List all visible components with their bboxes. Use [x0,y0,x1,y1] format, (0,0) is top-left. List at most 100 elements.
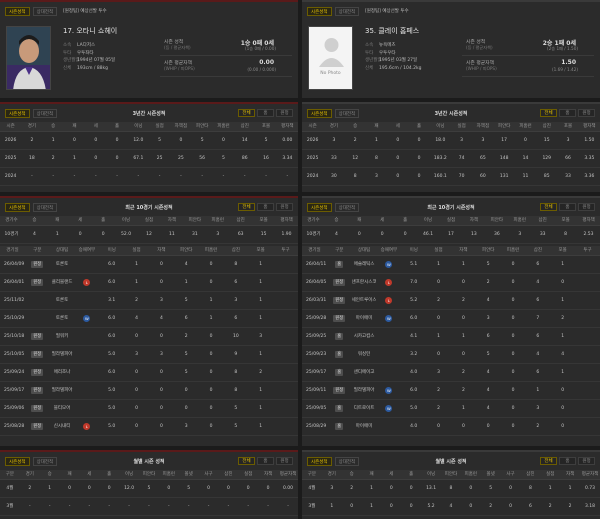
tab-opponent-stats[interactable]: 상대전적 [334,457,360,466]
filter-all[interactable]: 전체 [540,203,557,211]
table-cell [273,309,298,328]
game-row[interactable]: 25/09/24 원정 애리조나 6.0 0 0 5 0 8 2 [0,363,298,382]
column-header: 투구 [575,246,600,256]
table-cell: 4 [148,309,174,328]
filter-away[interactable]: 원정 [578,109,595,117]
table-cell: 5 [212,149,235,168]
game-row[interactable]: 25/10/05 원정 필라델피아 5.0 3 3 5 0 9 1 [0,345,298,364]
monthly-stats-card: 시즌성적 상대전적 월별 시즌 성적 전체 홈 원정 구분 경기 승 패 세 홀 이닝 피안타 피홈런… [0,450,298,519]
filter-all[interactable]: 전체 [238,457,255,465]
filter-away[interactable]: 원정 [276,109,293,117]
tab-opponent-stats[interactable]: 상대전적 [32,457,58,466]
column-header: 피안타 [493,122,515,132]
table-cell: 2 [124,291,149,310]
tab-opponent-stats[interactable]: 상대전적 [334,7,360,16]
decision-cell: W [74,309,100,328]
filter-home[interactable]: 홈 [257,109,274,117]
venue-badge: 원정 [333,296,346,304]
filter-home[interactable]: 홈 [257,203,274,211]
game-row[interactable]: 26/04/09 원정 토론토 6.0 1 0 4 0 8 1 [0,255,298,274]
tab-opponent-stats[interactable]: 상대전적 [32,203,58,212]
table-cell: 56 [191,149,213,168]
table-cell: 0 [198,417,224,436]
game-row[interactable]: 25/09/23 홈 워싱턴 3.2 0 0 5 0 4 4 [302,345,600,364]
column-header: 홀 [91,216,115,226]
game-row[interactable]: 25/09/17 원정 필라델피아 5.0 0 0 0 0 8 1 [0,381,298,400]
filter-all[interactable]: 전체 [238,203,255,211]
tab-season-stats[interactable]: 시즌성적 [307,203,332,212]
table-cell: 3 [173,417,199,436]
win-badge: W [385,314,393,322]
table-cell: 토론토 [49,255,75,274]
game-row[interactable]: 26/03/31 원정 세인트루이스 L 5.2 2 2 4 0 6 1 [302,291,600,310]
tab-season-stats[interactable]: 시즌성적 [307,7,332,16]
filter-all[interactable]: 전체 [540,457,557,465]
column-header: 이닝 [114,216,138,226]
filter-all[interactable]: 전체 [238,109,255,117]
column-header: 평자책 [578,122,600,132]
table-cell: 8 [223,255,249,274]
table-cell: - [255,167,277,186]
table-cell: 30 [323,167,345,186]
table-cell: 14 [514,149,537,168]
venue-badge: 원정 [31,278,44,286]
tab-opponent-stats[interactable]: 상대전적 [32,7,58,16]
win-badge: W [385,386,393,394]
tab-season-stats[interactable]: 시즌성적 [307,457,332,466]
game-row[interactable]: 25/09/25 홈 시카고컵스 4.1 1 1 6 0 6 1 [302,327,600,346]
table-cell: 26/03/31 [302,291,327,310]
filter-home[interactable]: 홈 [559,457,576,465]
game-row[interactable]: 25/09/06 원정 블티모어 5.0 0 0 0 0 5 1 [0,399,298,418]
filter-away[interactable]: 원정 [276,457,293,465]
filter-away[interactable]: 원정 [276,203,293,211]
tab-season-stats[interactable]: 시즌성적 [5,109,30,118]
game-row[interactable]: 25/09/28 원정 마이애미 W 6.0 0 0 3 0 7 2 [302,309,600,328]
tab-season-stats[interactable]: 시즌성적 [5,203,30,212]
month-row: 4월 2 1 0 0 0 12.0 5 0 5 0 0 0 0 0.00 [0,479,298,498]
game-row[interactable]: 25/09/11 원정 필라델피아 W 6.0 2 2 4 0 1 0 [302,381,600,400]
filter-home[interactable]: 홈 [257,457,274,465]
filter-all[interactable]: 전체 [540,109,557,117]
table-cell: 2026 [302,131,324,150]
tab-season-stats[interactable]: 시즌성적 [307,109,332,118]
column-header: 이닝 [401,246,427,256]
venue-cell: 원정 [326,381,352,400]
game-row[interactable]: 26/04/05 원정 샌프란시스코 L 7.0 0 0 2 0 4 0 [302,273,600,292]
recent10-stats-card: 시즌성적 상대전적 최근 10경기 시즌성적 전체 홈 원정 경기수 승 패 세 홀 이닝 실점 자… [0,196,298,446]
filter-home[interactable]: 홈 [559,109,576,117]
tab-season-stats[interactable]: 시즌성적 [5,457,30,466]
filter-away[interactable]: 원정 [578,457,595,465]
game-row[interactable]: 25/08/29 홈 마이애미 4.0 0 0 0 0 2 0 [302,417,600,436]
column-header: 평자책 [275,216,298,226]
table-cell: 마이애미 [351,309,377,328]
game-row[interactable]: 26/04/11 홈 애슬레틱스 W 5.1 1 1 5 0 6 1 [302,255,600,274]
game-row[interactable]: 25/08/28 원정 신시내티 L 5.0 0 0 3 0 5 1 [0,417,298,436]
game-row[interactable]: 25/10/29 토론토 W 6.0 4 4 6 1 6 1 [0,309,298,328]
game-row[interactable]: 25/11/02 토론토 3.1 2 3 5 1 3 1 [0,291,298,310]
game-row[interactable]: 25/09/17 홈 샌디에이고 4.0 3 2 4 0 6 1 [302,363,600,382]
venue-badge: 홈 [335,422,344,430]
table-cell: 6 [173,309,199,328]
tab-opponent-stats[interactable]: 상대전적 [334,109,360,118]
column-header: 삼진 [229,216,253,226]
tab-opponent-stats[interactable]: 상대전적 [32,109,58,118]
table-cell: 5 [475,255,501,274]
tab-opponent-stats[interactable]: 상대전적 [334,203,360,212]
season-row: 2026 3 2 1 0 0 18.0 3 3 17 0 15 3 1.50 [302,131,600,150]
table-cell: 0 [475,417,501,436]
game-row[interactable]: 26/04/01 원정 클리블랜드 L 6.0 1 0 1 0 6 1 [0,273,298,292]
table-cell: - [19,497,40,516]
table-cell [575,417,600,436]
filter-away[interactable]: 원정 [578,203,595,211]
table-cell: 1 [248,255,274,274]
table-cell: 18 [21,149,43,168]
table-cell: 0 [500,273,526,292]
table-cell: 15 [536,131,558,150]
filter-home[interactable]: 홈 [559,203,576,211]
game-row[interactable]: 25/09/05 홈 디트로이트 W 5.0 2 1 4 0 3 0 [302,399,600,418]
tab-season-stats[interactable]: 시즌성적 [5,7,30,16]
game-row[interactable]: 25/10/18 원정 필워키 6.0 0 0 2 0 10 3 [0,327,298,346]
table-cell: 마이애미 [351,417,377,436]
table-cell: 26/04/05 [302,273,327,292]
table-cell: - [234,167,256,186]
